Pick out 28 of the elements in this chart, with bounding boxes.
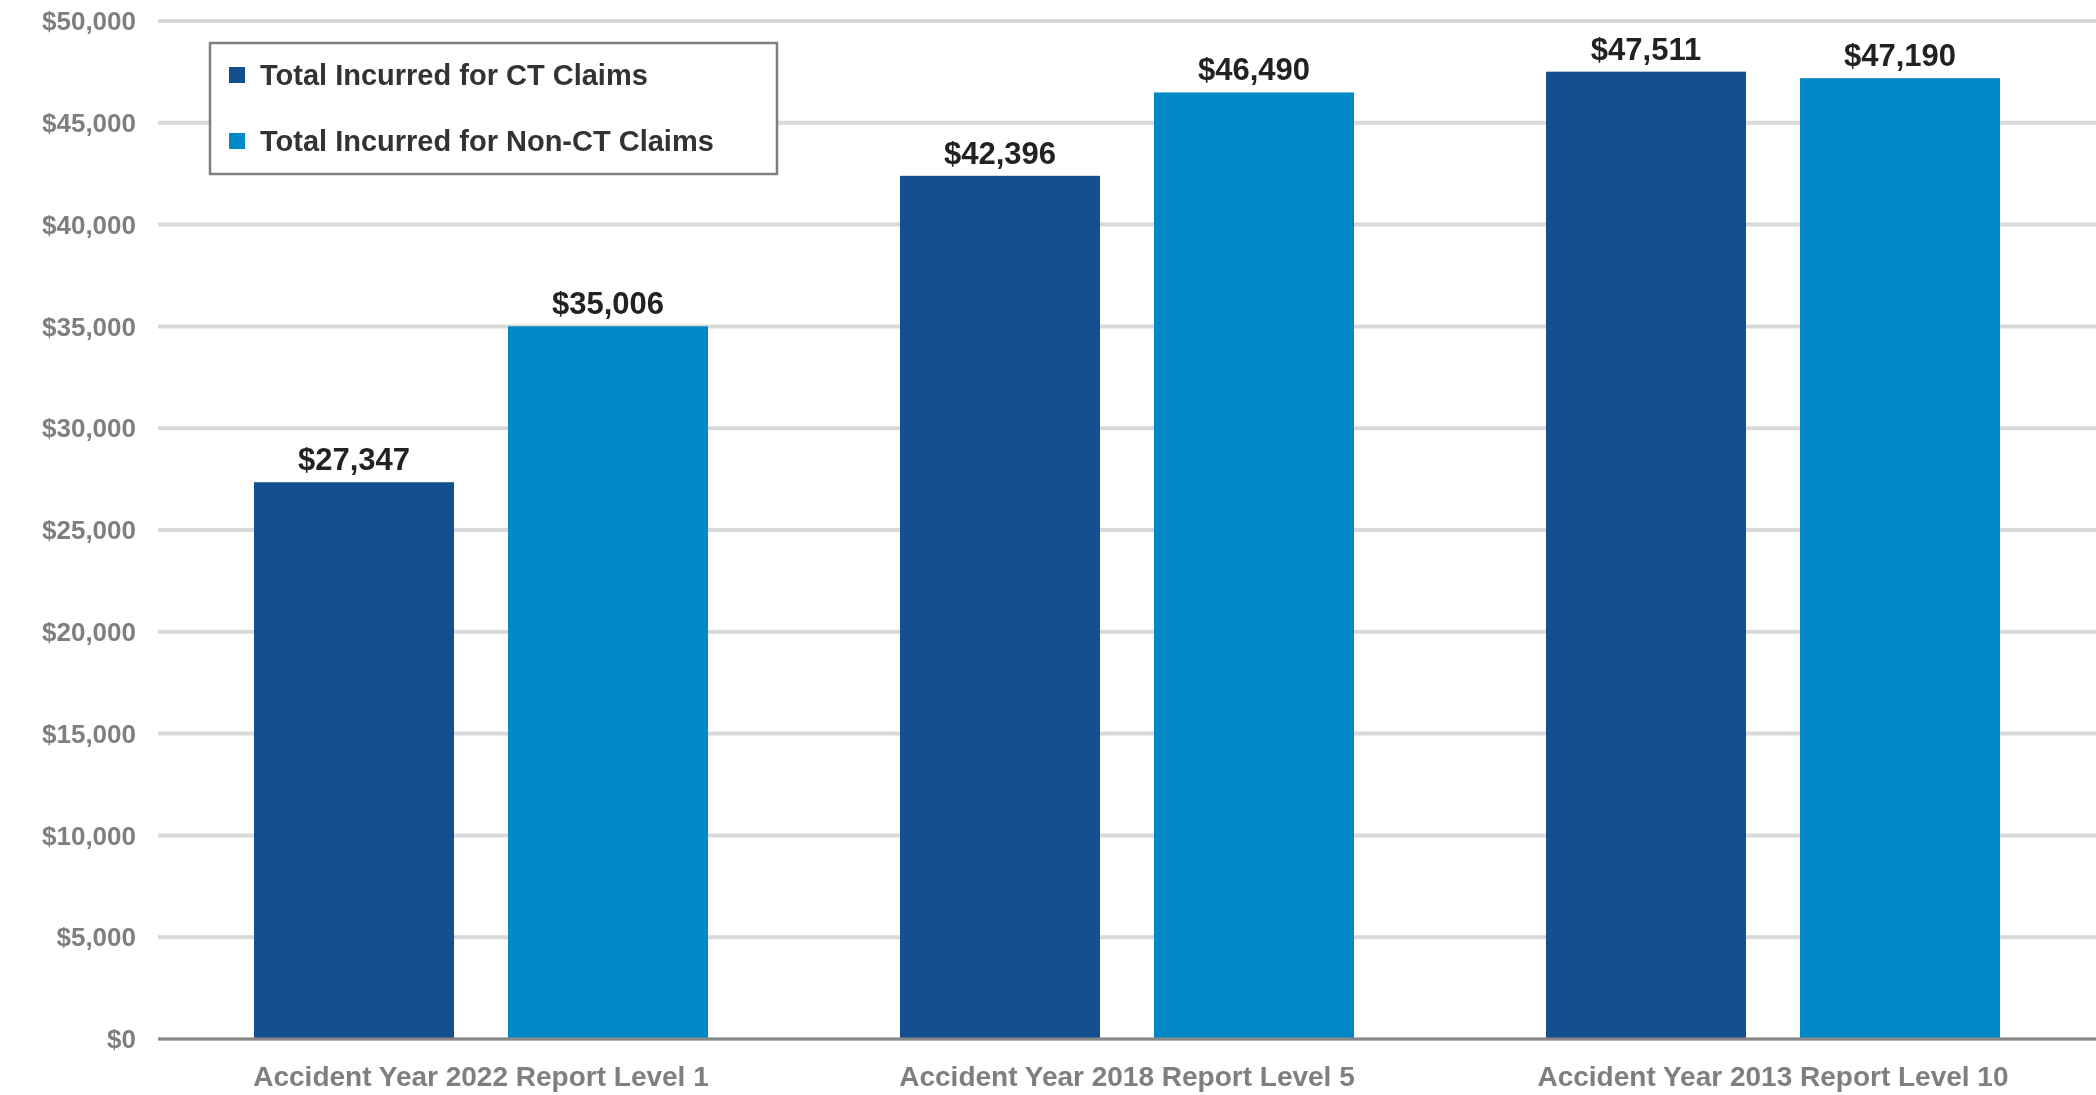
y-tick-label: $45,000 [42,107,136,138]
y-tick-label: $15,000 [42,718,136,749]
x-tick-label: Accident Year 2013 Report Level 10 [1537,1061,2009,1092]
y-tick-label: $5,000 [56,922,136,953]
y-tick-label: $40,000 [42,209,136,240]
bar [1154,92,1354,1039]
x-tick-label: Accident Year 2018 Report Level 5 [899,1061,1355,1092]
text: $42,396 [943,135,1057,171]
bar [254,482,454,1039]
legend-label: Total Incurred for CT Claims [260,59,648,91]
y-tick-label: $0 [107,1024,136,1055]
bar [1546,71,1746,1039]
y-tick-label: $35,000 [42,311,136,342]
text: $35,006 [551,286,665,322]
y-tick-label: $10,000 [42,820,136,851]
y-tick-label: $50,000 [42,6,136,37]
bar [1800,78,2000,1039]
y-tick-label: $20,000 [42,616,136,647]
legend-label: Total Incurred for Non-CT Claims [260,125,714,157]
y-tick-label: $30,000 [42,413,136,444]
x-tick-label: Accident Year 2022 Report Level 1 [253,1061,709,1092]
text: $27,347 [297,442,411,478]
text: $46,490 [1197,52,1311,88]
y-tick-label: $25,000 [42,515,136,546]
text: $47,511 [1590,31,1702,67]
bar [508,326,708,1039]
bar [900,175,1100,1039]
text: $47,190 [1843,38,1957,74]
